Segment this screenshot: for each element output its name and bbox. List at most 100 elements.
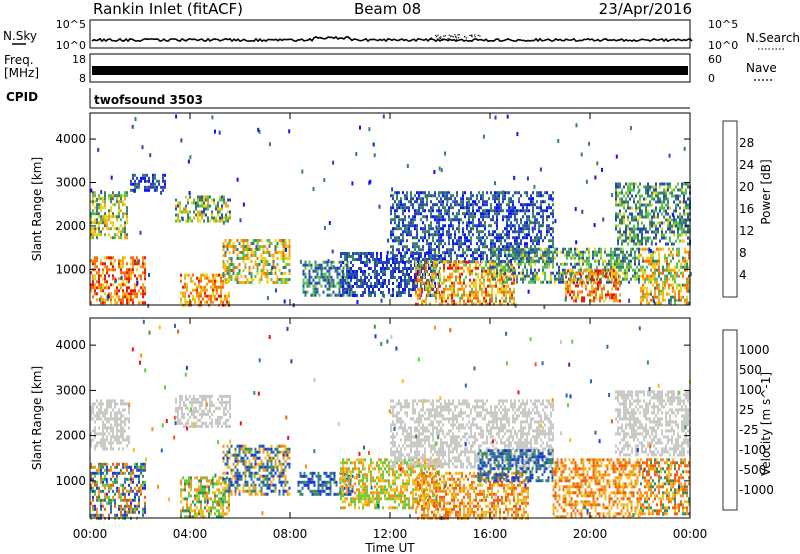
echo-cell [414,224,416,228]
echo-cell [670,253,672,257]
echo-cell [618,247,620,251]
echo-cell [622,271,624,275]
echo-cell [118,259,120,263]
echo-cell [356,279,358,282]
echo-cell [502,259,504,263]
echo-cell [226,248,229,251]
echo-cell [687,206,689,210]
echo-cell [658,292,660,296]
echo-cell [579,290,581,294]
echo-cell [501,278,503,282]
echo-cell [562,271,564,275]
echo-cell [205,207,207,211]
echo-cell [412,203,414,207]
echo-cell [359,125,361,130]
echo-cell [246,239,249,242]
echo-cell [366,261,368,264]
echo-cell [430,221,432,225]
echo-cell [540,203,542,207]
echo-cell [96,280,98,284]
echo-cell [203,207,205,211]
echo-cell [404,288,406,291]
echo-cell [481,281,483,285]
echo-cell [326,275,329,279]
echo-cell [570,247,572,251]
echo-cell [616,256,618,260]
noise-left-label: N.Sky [3,29,37,43]
echo-cell [392,248,394,252]
echo-cell [494,250,496,254]
echo-cell [196,288,198,292]
echo-cell [629,239,631,243]
echo-cell [352,285,354,288]
echo-cell [332,290,335,294]
echo-cell [410,279,412,282]
echo-cell [644,280,646,284]
noise-search-dot [452,36,454,38]
echo-cell [130,465,132,469]
echo-cell [578,253,580,257]
echo-cell [600,247,602,251]
echo-cell [448,197,450,201]
echo-cell [280,254,283,257]
echo-cell [472,212,474,216]
echo-cell [633,227,635,231]
echo-cell [288,254,291,257]
echo-cell [509,275,511,279]
echo-cell [443,260,445,264]
echo-cell [536,242,538,246]
echo-cell [522,203,524,207]
echo-cell [131,124,134,129]
echo-cell [475,263,477,267]
echo-cell [637,236,639,240]
echo-cell [228,239,231,242]
echo-cell [494,245,496,249]
echo-cell [204,273,206,277]
echo-cell [544,265,546,269]
echo-cell [213,201,215,205]
echo-cell [374,267,376,270]
echo-cell [468,215,470,219]
echo-cell [435,225,438,230]
echo-cell [507,290,509,294]
echo-cell [500,242,502,246]
echo-cell [284,257,287,260]
echo-cell [404,230,406,234]
echo-cell [314,275,317,279]
echo-cell [588,259,590,263]
echo-cell [596,265,598,269]
echo-cell [134,173,136,177]
echo-cell [670,250,672,254]
echo-cell [579,272,581,276]
echo-cell [462,242,464,246]
noise-search-dot [447,39,450,42]
echo-cell [497,287,499,291]
echo-cell [662,271,664,275]
echo-cell [593,296,595,300]
echo-cell [222,275,225,278]
echo-cell [96,486,98,490]
echo-cell [201,213,203,217]
echo-cell [513,302,515,306]
echo-cell [228,294,230,298]
echo-cell [312,284,315,288]
echo-cell [419,293,421,297]
echo-cell [441,290,443,294]
echo-cell [242,269,245,272]
colorbar-tick-label: 16 [739,202,754,216]
echo-cell [380,282,382,285]
echo-cell [226,281,229,284]
echo-cell [526,191,528,195]
echo-cell [496,265,498,269]
echo-cell [672,286,674,290]
echo-cell [449,272,451,276]
echo-cell [94,227,96,231]
echo-cell [669,221,671,225]
echo-cell [505,275,507,279]
echo-cell [674,277,676,281]
echo-cell [373,153,376,158]
echo-cell [550,194,552,198]
echo-cell [634,259,636,263]
echo-cell [207,195,209,199]
noise-panel: N.Sky 10^5 10^0 10^5 10^0 N.Search [3,18,800,52]
